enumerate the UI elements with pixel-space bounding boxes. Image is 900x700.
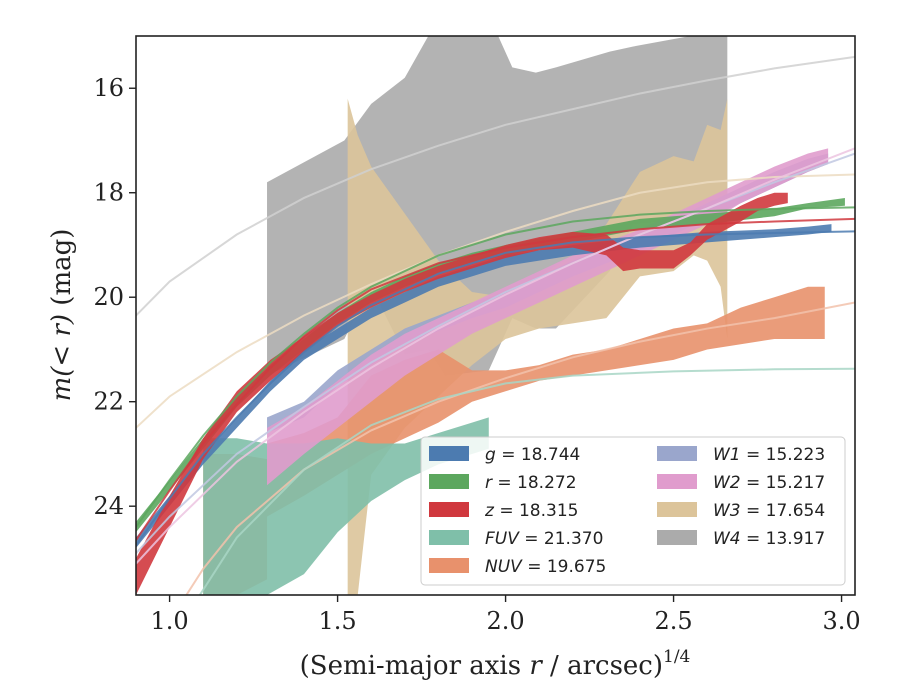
fit-line-w2: [136, 147, 855, 565]
legend-swatch-g: [429, 446, 469, 461]
legend-label-w2: W2 = 15.217: [713, 473, 825, 493]
fit-line-nuv: [185, 301, 855, 595]
band-g: [136, 224, 832, 548]
legend-label-nuv: NUV = 19.675: [485, 557, 606, 577]
fit-line-fuv: [198, 367, 855, 595]
legend-swatch-w2: [657, 474, 697, 489]
legend: g = 18.744 r = 18.272 z = 18.315 FUV = 21.3…: [420, 436, 846, 586]
fit-line-w4: [136, 55, 855, 317]
fit-line-z: [136, 217, 855, 541]
legend-label-z: z = 18.315: [484, 501, 578, 521]
legend-label-r: r = 18.272: [485, 473, 577, 493]
x-axis-label: (Semi-major axis r / arcsec)1/4: [300, 647, 691, 681]
legend-frame: [420, 436, 846, 586]
legend-swatch-r: [429, 474, 469, 489]
legend-swatch-nuv: [429, 558, 469, 573]
y-axis: 16 18 20 22 24: [93, 74, 136, 520]
bands-layer: [136, 36, 845, 595]
legend-swatch-w3: [657, 502, 697, 517]
x-tick-label: 3.0: [822, 607, 860, 635]
legend-swatch-w1: [657, 446, 697, 461]
fit-line-w3: [136, 173, 855, 429]
y-tick-label: 20: [93, 283, 124, 311]
fits-layer: [136, 55, 855, 595]
y-tick-label: 22: [93, 388, 124, 416]
y-tick-label: 24: [93, 492, 124, 520]
fit-line-g: [136, 230, 855, 546]
fit-line-r: [136, 206, 855, 528]
legend-label-w4: W4 = 13.917: [713, 529, 825, 549]
plot-frame: [135, 35, 856, 596]
legend-label-w1: W1 = 15.223: [713, 445, 825, 465]
x-tick-label: 1.5: [319, 607, 357, 635]
x-tick-label: 1.0: [151, 607, 189, 635]
y-tick-label: 16: [93, 74, 124, 102]
x-tick-label: 2.0: [486, 607, 524, 635]
legend-label-g: g = 18.744: [485, 445, 580, 465]
legend-swatch-z: [429, 502, 469, 517]
y-axis-label: m(< r) (mag): [47, 229, 77, 402]
legend-label-w3: W3 = 17.654: [713, 501, 825, 521]
x-axis: 1.0 1.5 2.0 2.5 3.0: [151, 595, 861, 635]
legend-swatch-fuv: [429, 530, 469, 545]
x-tick-label: 2.5: [654, 607, 692, 635]
legend-swatch-w4: [657, 530, 697, 545]
y-tick-label: 18: [93, 179, 124, 207]
band-w2: [267, 148, 829, 486]
legend-label-fuv: FUV = 21.370: [485, 529, 603, 549]
